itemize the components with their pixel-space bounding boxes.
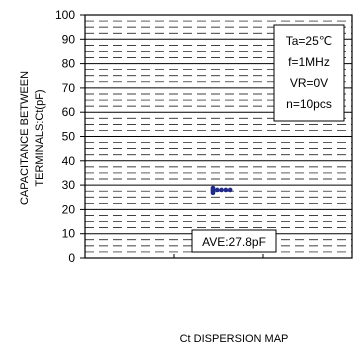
average-box-frame [191,229,277,253]
y-tick-label: 90 [62,32,76,46]
y-tick-label: 70 [62,81,76,95]
y-tick-label: 80 [62,57,76,71]
y-axis-label-line1: CAPACITANCE BETWEEN [19,71,31,205]
y-tick-label: 30 [62,178,76,192]
y-tick-label: 0 [68,251,75,265]
average-label: AVE:27.8pF [202,235,266,249]
chart-caption: Ct DISPERSION MAP [180,333,289,345]
y-tick-label: 60 [62,105,76,119]
y-tick-label: 20 [62,202,76,216]
data-point [223,187,229,193]
y-tick-label: 50 [62,130,76,144]
y-tick-label: 40 [62,154,76,168]
conditions-box-frame [273,24,345,122]
condition-temperature: Ta=25℃ [286,34,333,48]
condition-sample-count: n=10pcs [286,97,332,111]
condition-frequency: f=1MHz [288,55,330,69]
data-point [210,190,216,196]
data-points [210,185,233,196]
y-axis-title: CAPACITANCE BETWEEN TERMINALS:Ct(pF) [19,71,46,205]
y-axis-label-line2: TERMINALS:Ct(pF) [34,89,46,186]
data-point [219,187,224,193]
data-point [215,187,220,193]
y-tick-label: 100 [55,8,75,22]
y-tick-label: 10 [62,227,76,241]
conditions-box: Ta=25℃ f=1MHz VR=0V n=10pcs [273,24,345,122]
condition-reverse-voltage: VR=0V [290,76,328,90]
data-point [227,187,233,193]
x-axis-ticks [173,254,264,258]
y-axis-ticks: 0 10 20 30 40 50 60 70 80 90 100 [55,8,85,265]
average-box: AVE:27.8pF [191,229,277,253]
